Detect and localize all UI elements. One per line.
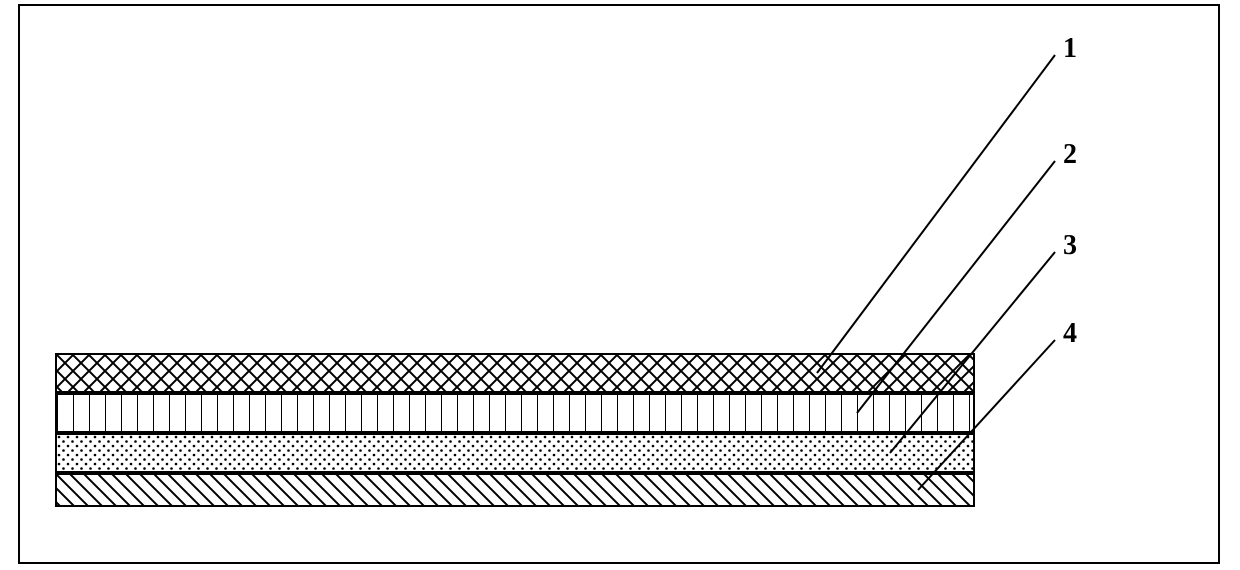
label-1: 1	[1063, 33, 1077, 65]
label-2: 2	[1063, 139, 1077, 171]
layer-2-fill	[57, 395, 973, 431]
layer-4	[55, 473, 975, 507]
label-3: 3	[1063, 230, 1077, 262]
layer-1-fill	[57, 355, 973, 391]
layer-3	[55, 433, 975, 473]
layer-1	[55, 353, 975, 393]
layer-2	[55, 393, 975, 433]
layer-3-fill	[57, 435, 973, 471]
layer-4-fill	[57, 475, 973, 505]
diagram-canvas: 1 2 3 4	[0, 0, 1240, 570]
label-4: 4	[1063, 318, 1077, 350]
